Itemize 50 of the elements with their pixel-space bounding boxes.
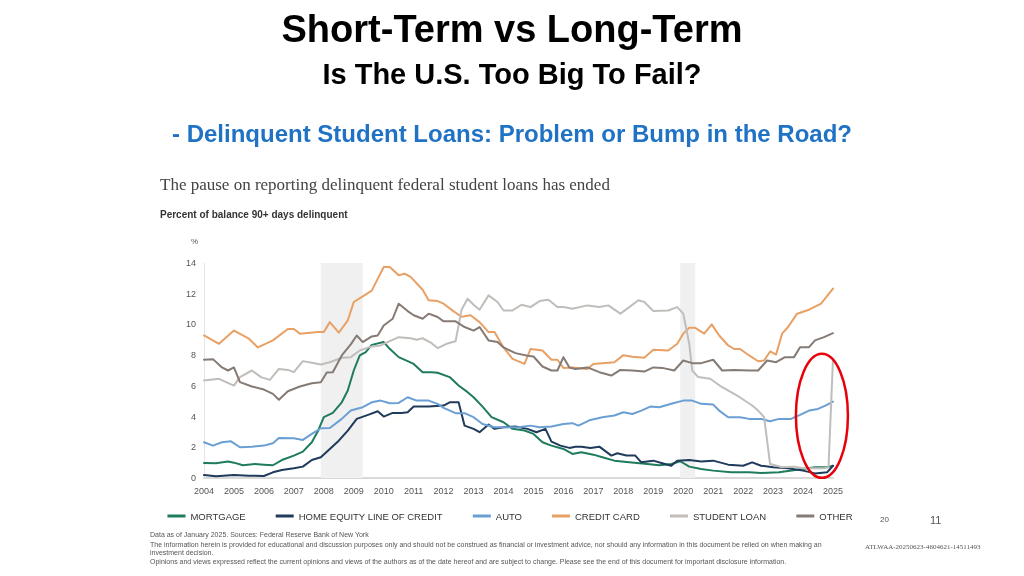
chart-subtitle: Is The U.S. Too Big To Fail? [321,58,703,91]
line-series [203,265,834,370]
x-tick-label: 2020 [673,485,694,496]
y-axis-title: % [190,236,198,246]
y-tick-label: 10 [185,319,196,330]
legend-label: STUDENT LOAN [692,510,767,522]
x-tick-label: 2006 [253,485,274,496]
legend-label: CREDIT CARD [575,510,640,522]
x-tick-label: 2015 [523,485,544,496]
line-series [203,401,834,478]
text: - Delinquent Student Loans: Problem or Bump in the Road? [171,120,853,148]
y-tick-label: 4 [190,411,196,422]
x-tick-label: 2007 [283,485,304,496]
x-tick-label: 2005 [223,485,244,496]
legend-label: OTHER [819,510,853,522]
y-tick-label: 2 [190,442,196,453]
x-tick-label: 2009 [343,485,364,496]
line-series [203,341,834,474]
x-tick-label: 2016 [553,485,574,496]
legend-label: HOME EQUITY LINE OF CREDIT [298,510,443,522]
y-tick-label: 6 [190,380,196,391]
legend-label: MORTGAGE [190,510,246,522]
x-tick-label: 2017 [583,485,604,496]
text: Percent of balance 90+ days delinquent [160,209,348,220]
x-tick-label: 2018 [613,485,634,496]
legend-label: AUTO [495,510,523,522]
x-tick-label: 2023 [763,485,784,496]
x-tick-label: 2011 [403,485,424,496]
y-tick-label: 8 [190,350,196,361]
chart-title: Short-Term vs Long-Term [280,8,744,51]
x-tick-label: 2021 [703,485,724,496]
line-series [203,302,834,401]
x-tick-label: 2014 [493,485,514,496]
x-tick-label: 2022 [733,485,754,496]
text: 11 [930,514,942,526]
x-tick-label: 2008 [313,485,334,496]
x-tick-label: 2013 [463,485,484,496]
y-tick-label: 14 [185,258,196,268]
text: The pause on reporting delinquent federal student loans has ended [160,175,610,195]
x-tick-label: 2012 [433,485,454,496]
line-series [203,396,834,449]
x-tick-label: 2004 [193,485,215,496]
line-series [203,294,834,470]
text: 20 [880,515,889,524]
x-tick-label: 2010 [373,485,394,496]
x-tick-label: 2024 [793,485,814,496]
y-tick-label: 12 [185,288,196,299]
y-tick-label: 0 [190,473,196,483]
x-tick-label: 2025 [822,485,844,496]
x-tick-label: 2019 [643,485,664,496]
